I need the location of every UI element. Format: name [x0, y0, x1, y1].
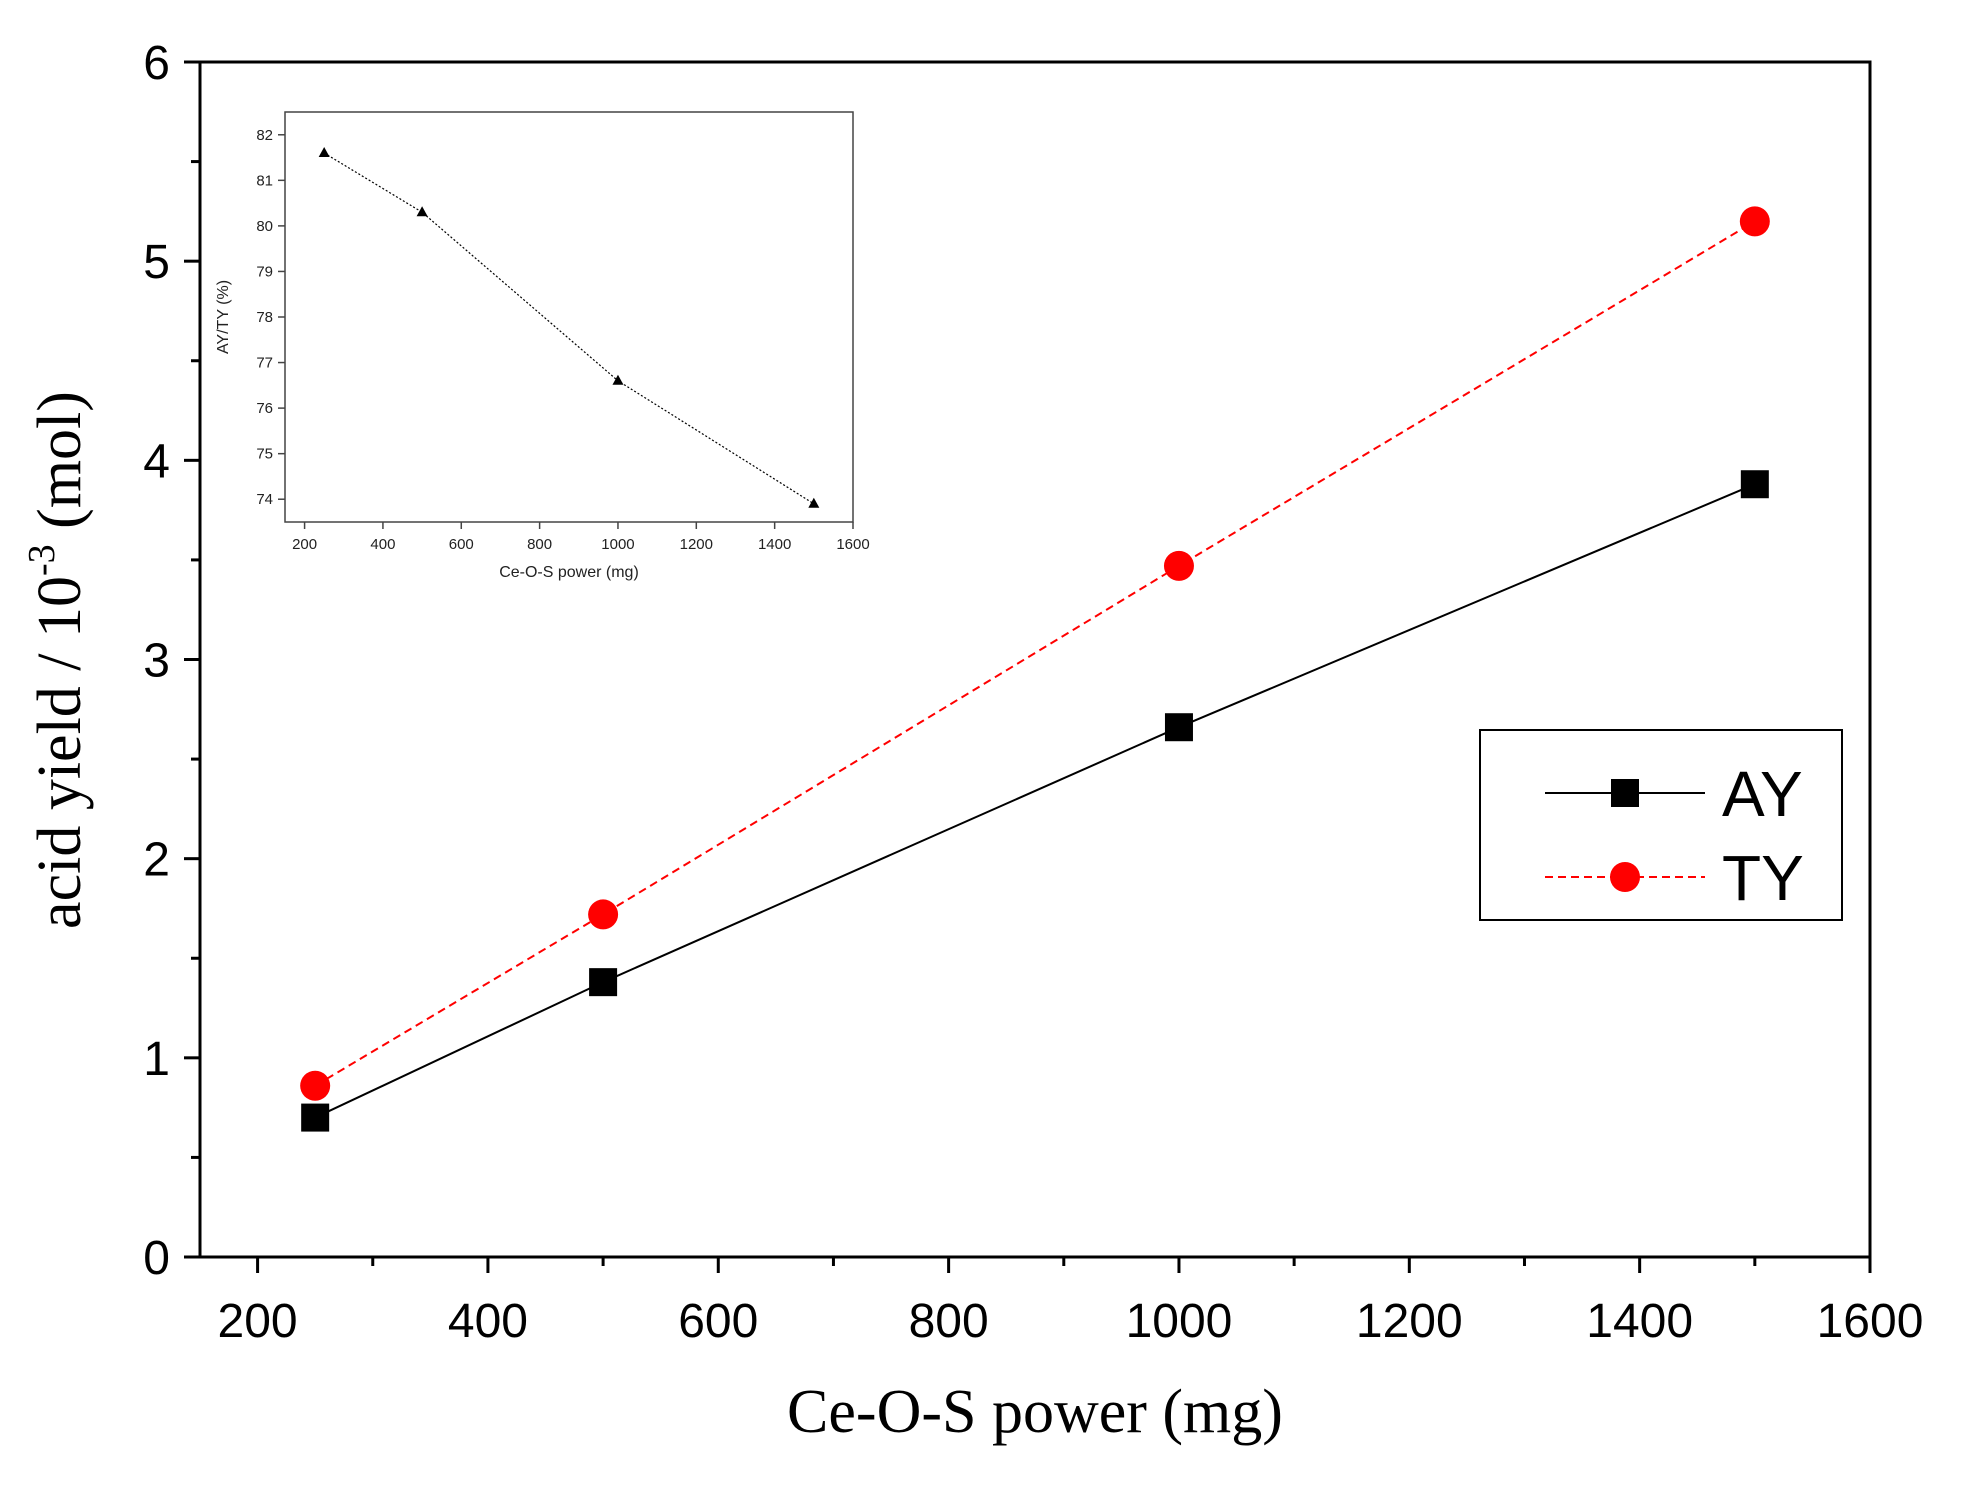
- inset-data-point: [612, 374, 624, 385]
- y-tick-label: 6: [143, 37, 170, 90]
- inset-y-tick-label: 75: [256, 446, 273, 463]
- main-plot: 200 400 600 800 1000 1200 1400 1600 0 1 2 3 4 5 6 Ce-O-…: [21, 37, 1923, 1446]
- legend-label-ay: AY: [1722, 758, 1803, 830]
- y-axis-title-main: acid yield / 10: [26, 576, 94, 929]
- inset-data-point: [416, 206, 428, 217]
- inset-x-tick-label: 200: [292, 536, 317, 553]
- data-point-ay: [1164, 713, 1193, 742]
- inset-x-tick-label: 1200: [680, 536, 713, 553]
- inset-y-tick-label: 78: [256, 309, 273, 326]
- data-point-ty: [1163, 550, 1194, 581]
- data-point-ty: [300, 1070, 331, 1101]
- inset-x-axis-title: Ce-O-S power (mg): [499, 564, 639, 581]
- x-tick-label: 1000: [1126, 1295, 1233, 1348]
- inset-x-tick-label: 1000: [601, 536, 634, 553]
- inset-plot-frame: [284, 111, 854, 523]
- inset-y-tick-label: 79: [256, 263, 273, 280]
- y-tick-label: 4: [143, 435, 170, 488]
- y-axis-title: acid yield / 10-3 (mol): [21, 391, 94, 929]
- inset-y-tick-label: 74: [256, 491, 273, 508]
- legend-box: [1479, 729, 1843, 921]
- data-point-ay: [1740, 470, 1769, 499]
- y-tick-label: 0: [143, 1232, 170, 1285]
- series-line-ay: [314, 483, 1756, 1119]
- inset-x-tick-label: 1600: [836, 536, 869, 553]
- data-point-ty: [588, 899, 619, 930]
- inset-x-tick-label: 1400: [758, 536, 791, 553]
- x-tick-label: 400: [448, 1295, 528, 1348]
- y-tick-label: 2: [143, 834, 170, 887]
- y-tick-label: 1: [143, 1033, 170, 1086]
- inset-x-tick-label: 800: [527, 536, 552, 553]
- x-tick-label: 200: [218, 1295, 298, 1348]
- legend: AY TY: [1479, 729, 1843, 921]
- x-axis-title: Ce-O-S power (mg): [787, 1378, 1283, 1446]
- y-tick-label: 3: [143, 635, 170, 688]
- inset-y-axis-title: AY/TY (%): [215, 280, 232, 354]
- inset-y-tick-label: 80: [256, 218, 273, 235]
- series-line-ty: [314, 220, 1756, 1087]
- x-tick-label: 1600: [1817, 1295, 1924, 1348]
- x-tick-label: 800: [909, 1295, 989, 1348]
- y-axis-title-exponent: -3: [21, 544, 63, 576]
- inset-data-point: [318, 147, 330, 157]
- inset-plot: 200 400 600 800 1000 1200 1400 1600 74 75 76 77 78 79…: [215, 111, 870, 581]
- legend-marker-ty: [1610, 862, 1640, 892]
- data-point-ay: [589, 968, 618, 997]
- data-point-ty: [1739, 206, 1770, 237]
- y-tick-label: 5: [143, 236, 170, 289]
- data-point-ay: [301, 1103, 330, 1132]
- inset-y-tick-label: 77: [256, 355, 273, 372]
- inset-y-tick-label: 82: [256, 127, 273, 144]
- x-tick-label: 1400: [1586, 1295, 1693, 1348]
- y-axis-title-unit: (mol): [26, 391, 94, 544]
- inset-x-tick-label: 400: [370, 536, 395, 553]
- inset-y-tick-label: 81: [256, 172, 273, 189]
- x-tick-label: 600: [678, 1295, 758, 1348]
- inset-data-point: [808, 497, 820, 508]
- legend-label-ty: TY: [1722, 842, 1804, 914]
- inset-y-tick-label: 76: [256, 400, 273, 417]
- inset-x-tick-label: 600: [449, 536, 474, 553]
- legend-marker-ay: [1611, 779, 1639, 807]
- inset-series-line: [323, 152, 815, 505]
- x-tick-label: 1200: [1356, 1295, 1463, 1348]
